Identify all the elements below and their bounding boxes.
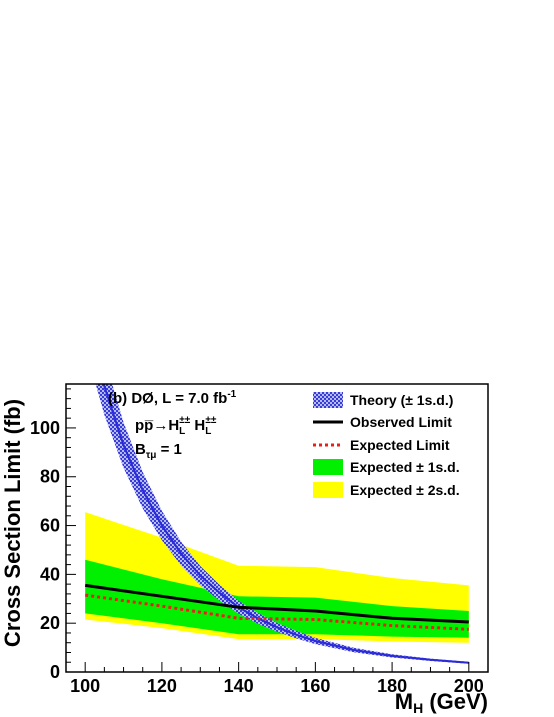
observed-limit-line: [84, 583, 469, 624]
legend-swatch-band2: [313, 482, 343, 498]
band-1sd: [85, 559, 469, 638]
y-tick-label: 80: [40, 467, 60, 487]
legend-label-observed: Observed Limit: [350, 414, 452, 430]
x-tick-label: 100: [70, 676, 100, 696]
legend-label-theory: Theory (± 1s.d.): [350, 392, 453, 408]
x-tick-label: 140: [224, 676, 254, 696]
y-axis-label: Cross Section Limit (fb): [0, 399, 25, 647]
x-axis-label: MH (GeV): [395, 689, 488, 716]
y-tick-label: 100: [30, 418, 60, 438]
legend: Theory (± 1s.d.) Observed Limit Expected…: [313, 392, 460, 498]
legend-label-expected: Expected Limit: [350, 437, 450, 453]
x-tick-label: 200: [454, 676, 484, 696]
y-tick-label: 0: [50, 662, 60, 682]
x-tick-label: 120: [147, 676, 177, 696]
y-tick-label: 60: [40, 516, 60, 536]
legend-swatch-theory: [313, 392, 343, 408]
x-tick-label: 160: [300, 676, 330, 696]
y-tick-label: 20: [40, 613, 60, 633]
tick-labels: 100 120 140 160 180 200 0 20 40 60 80 100: [30, 418, 484, 696]
legend-label-band2: Expected ± 2s.d.: [350, 482, 460, 498]
legend-label-band1: Expected ± 1s.d.: [350, 459, 460, 475]
annotation-branching: Bτμ = 1: [135, 441, 182, 461]
expected-limit-line: [84, 593, 469, 631]
axis-ticks: [65, 388, 489, 673]
y-tick-label: 40: [40, 564, 60, 584]
annotation-process: pp̅→HL±± HL±±: [135, 415, 217, 437]
x-tick-label: 180: [377, 676, 407, 696]
annotation-experiment: (b) DØ, L = 7.0 fb-1: [108, 389, 237, 407]
legend-swatch-band1: [313, 459, 343, 475]
